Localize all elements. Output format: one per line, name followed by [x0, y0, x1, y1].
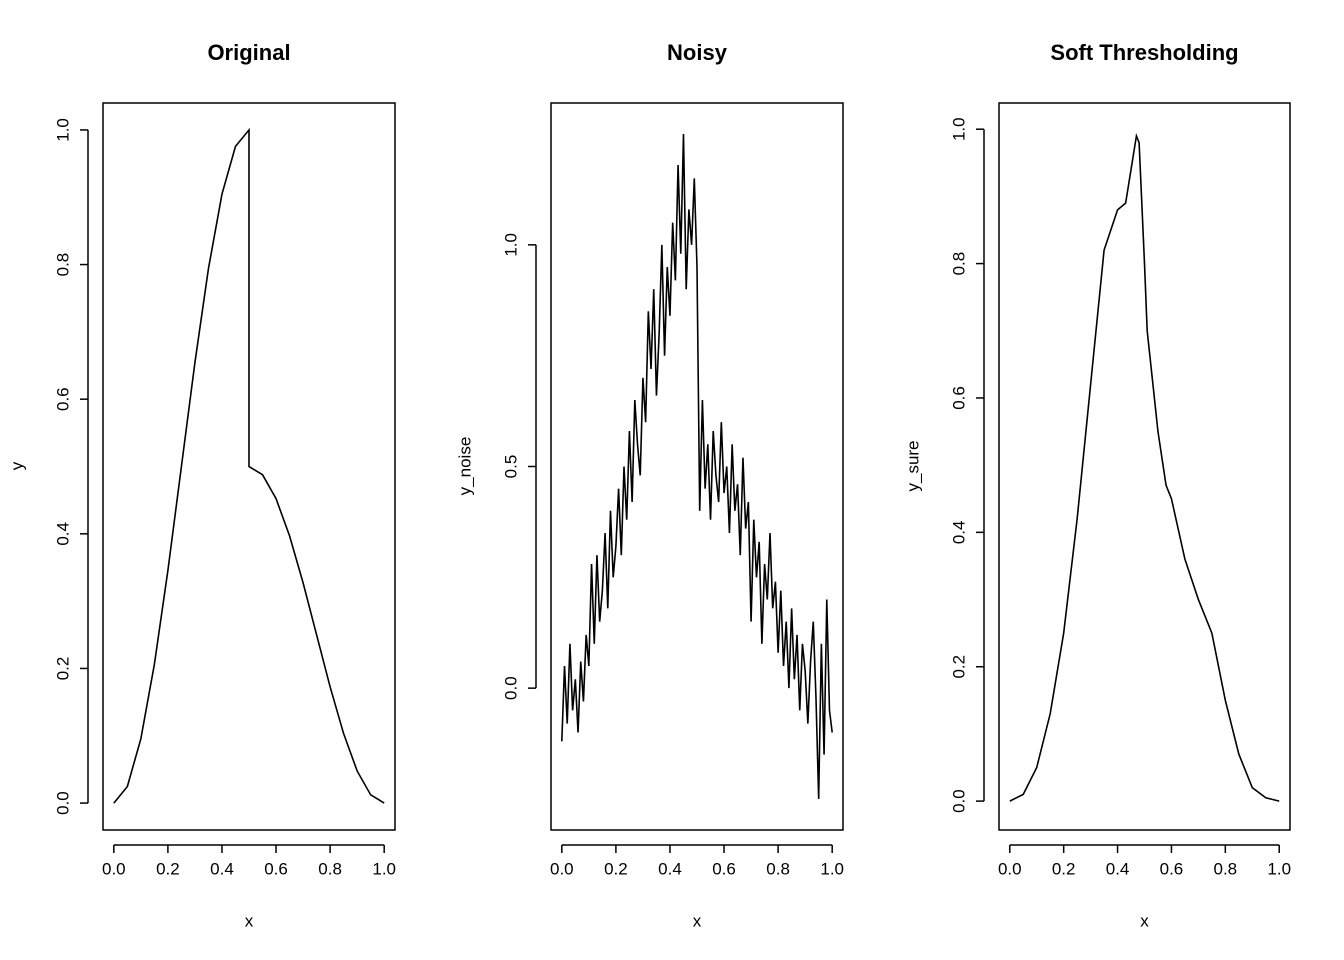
x-tick-label: 1.0 — [820, 859, 844, 878]
x-tick-label: 0.0 — [102, 859, 126, 878]
x-axis-label: x — [1140, 911, 1149, 930]
y-tick-label: 0.0 — [501, 676, 520, 700]
data-line — [1009, 132, 1280, 802]
plot-box — [102, 102, 396, 831]
x-tick-label: 0.8 — [318, 859, 342, 878]
plot-box — [550, 102, 844, 831]
x-tick-label: 0.4 — [210, 859, 234, 878]
y-tick-label: 0.0 — [949, 789, 968, 813]
y-tick-label: 1.0 — [53, 118, 72, 142]
y-axis-label: y_sure — [903, 440, 922, 491]
x-tick-label: 0.4 — [1106, 859, 1130, 878]
x-tick-label: 0.2 — [604, 859, 628, 878]
y-tick-label: 1.0 — [949, 117, 968, 141]
y-tick-label: 0.2 — [53, 657, 72, 681]
x-tick-label: 0.8 — [1214, 859, 1238, 878]
y-tick-label: 0.8 — [949, 252, 968, 276]
y-tick-label: 0.2 — [949, 655, 968, 679]
x-tick-label: 1.0 — [1267, 859, 1291, 878]
y-axis-label: y — [7, 461, 26, 470]
y-tick-label: 0.6 — [53, 387, 72, 411]
x-axis-label: x — [693, 911, 702, 930]
x-tick-label: 0.0 — [550, 859, 574, 878]
x-tick-label: 1.0 — [372, 859, 396, 878]
y-tick-label: 0.4 — [53, 522, 72, 546]
x-tick-label: 0.2 — [1052, 859, 1076, 878]
x-tick-label: 0.6 — [264, 859, 288, 878]
chart-title: Original — [207, 40, 290, 65]
y-tick-label: 0.6 — [949, 386, 968, 410]
chart-title: Noisy — [667, 40, 728, 65]
y-tick-label: 0.0 — [53, 791, 72, 815]
plot-box — [998, 102, 1291, 831]
x-tick-label: 0.0 — [998, 859, 1022, 878]
y-tick-label: 1.0 — [501, 233, 520, 257]
x-tick-label: 0.6 — [712, 859, 736, 878]
y-axis-label: y_noise — [455, 437, 474, 496]
data-line — [113, 127, 385, 804]
chart-title: Soft Thresholding — [1050, 40, 1238, 65]
y-tick-label: 0.5 — [501, 455, 520, 479]
x-axis-label: x — [245, 911, 254, 930]
y-tick-label: 0.4 — [949, 521, 968, 545]
data-line — [561, 134, 833, 799]
x-tick-label: 0.8 — [766, 859, 790, 878]
y-tick-label: 0.8 — [53, 253, 72, 277]
x-tick-label: 0.2 — [156, 859, 180, 878]
x-tick-label: 0.6 — [1160, 859, 1184, 878]
x-tick-label: 0.4 — [658, 859, 682, 878]
